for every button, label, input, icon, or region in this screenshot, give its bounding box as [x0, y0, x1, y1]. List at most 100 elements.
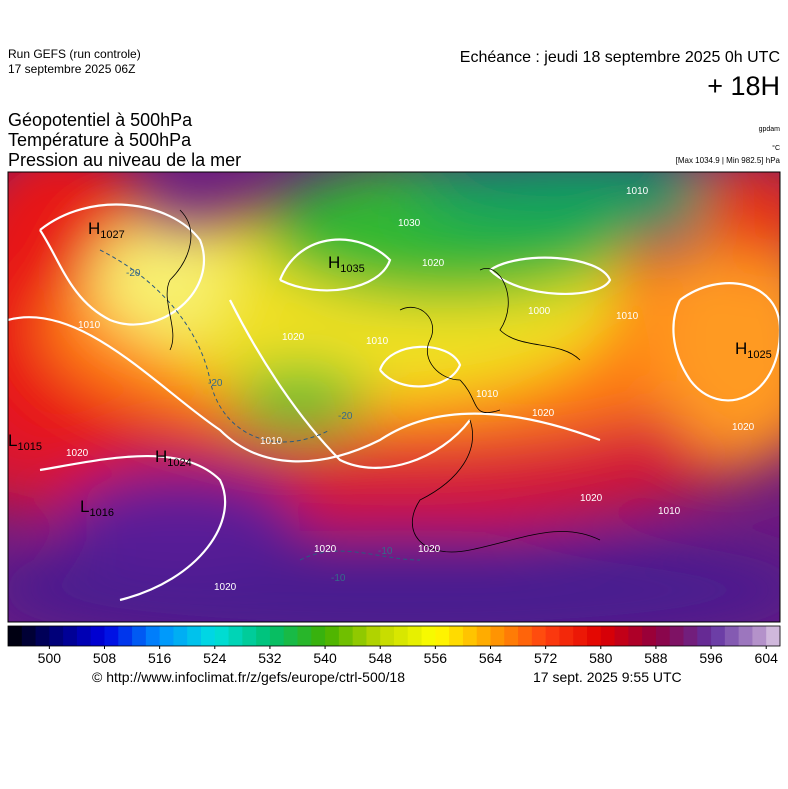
colorbar-swatch [476, 626, 491, 646]
colorbar-swatch [21, 626, 37, 646]
colorbar-tick-label: 596 [699, 650, 723, 666]
colorbar-swatch [724, 626, 740, 646]
colorbar-swatch [421, 626, 436, 646]
colorbar-swatch [490, 626, 505, 646]
colorbar-swatch [187, 626, 202, 646]
run-date: 17 septembre 2025 06Z [8, 62, 135, 76]
colorbar-tick-label: 564 [479, 650, 503, 666]
colorbar-swatch [242, 626, 257, 646]
colorbar-swatch [297, 626, 312, 646]
colorbar-tick-label: 604 [755, 650, 779, 666]
colorbar-swatch [201, 626, 216, 646]
map-field [8, 172, 780, 622]
colorbar-swatch [8, 626, 23, 646]
colorbar-swatch [49, 626, 64, 646]
colorbar-swatch [311, 626, 326, 646]
colorbar-swatch [283, 626, 298, 646]
colorbar-swatch [394, 626, 409, 646]
isobar-label: 1000 [528, 306, 551, 317]
isobar-label: 1030 [398, 218, 421, 229]
isobar-label: 1020 [66, 448, 89, 459]
colorbar-swatch [518, 626, 533, 646]
colorbar-swatch [545, 626, 560, 646]
colorbar-swatch [614, 626, 629, 646]
colorbar-swatch [173, 626, 188, 646]
colorbar-tick-label: 580 [589, 650, 613, 666]
temperature-labels: -20 -20 -20 -10 -10 [126, 268, 393, 584]
title-line: Géopotentiel à 500hPa [8, 110, 193, 130]
isobar-label: 1020 [732, 422, 755, 433]
colorbar-swatch [407, 626, 423, 646]
colorbar-swatch [655, 626, 671, 646]
pressure-centers: H1027 H1035 H1025 L1015 H1024 L1016 [8, 219, 772, 519]
isobar-label: 1010 [366, 336, 389, 347]
colorbar-swatch [90, 626, 105, 646]
colorbar-swatch [559, 626, 574, 646]
issued-time: 17 sept. 2025 9:55 UTC [533, 669, 682, 685]
colorbar-swatch [76, 626, 92, 646]
isobar-labels: 1010 1020 1020 1020 1020 1010 1020 1010 … [66, 186, 755, 593]
isobar-label: 1020 [282, 332, 305, 343]
isobar-label: 1010 [658, 506, 681, 517]
isobar-label: 1020 [422, 258, 445, 269]
colorbar-swatch [132, 626, 147, 646]
colorbar-swatch [338, 626, 354, 646]
colorbar-swatch [600, 626, 616, 646]
colorbar-tick-label: 588 [644, 650, 668, 666]
source-url: © http://www.infoclimat.fr/z/gefs/europe… [92, 669, 405, 685]
colorbar-swatch [683, 626, 698, 646]
temperature-label: -20 [126, 268, 141, 279]
colorbar-swatch [63, 626, 78, 646]
colorbar-swatch [214, 626, 230, 646]
colorbar-swatch [352, 626, 367, 646]
coastlines [166, 209, 601, 553]
temperature-label: -10 [331, 573, 346, 584]
title-line: Pression au niveau de la mer [8, 150, 241, 170]
colorbar-swatch [380, 626, 395, 646]
colorbar-swatch [738, 626, 753, 646]
isobar-label: 1020 [314, 544, 337, 555]
colorbar-swatch [228, 626, 243, 646]
isobar-label: 1010 [476, 389, 499, 400]
map-frame [7, 171, 781, 623]
isobar-label: 1020 [580, 493, 603, 504]
isobar-label: 1020 [214, 582, 237, 593]
isobar-label: 1020 [418, 544, 441, 555]
colorbar-swatch [531, 626, 547, 646]
colorbar-swatch [766, 626, 781, 646]
valid-time: Echéance : jeudi 18 septembre 2025 0h UT… [460, 49, 780, 66]
pressure-center: H1024 [155, 447, 192, 469]
temperature-label: -20 [338, 411, 353, 422]
colorbar-swatch [256, 626, 271, 646]
colorbar-swatch [628, 626, 643, 646]
pressure-center: H1027 [88, 219, 125, 241]
colorbar-tick-label: 508 [93, 650, 117, 666]
colorbar-swatch [573, 626, 588, 646]
colorbar-swatch [504, 626, 519, 646]
colorbar-tick-label: 548 [369, 650, 393, 666]
isobar-label: 1010 [260, 436, 283, 447]
lead-time: + 18H [707, 71, 780, 101]
temperature-label: -10 [378, 546, 393, 557]
colorbar-swatch [642, 626, 657, 646]
colorbar-tick-label: 516 [148, 650, 172, 666]
isotherms [99, 249, 421, 561]
colorbar-tick-label: 540 [313, 650, 337, 666]
colorbar-swatch [711, 626, 726, 646]
colorbar-swatch [752, 626, 767, 646]
colorbar-swatch [325, 626, 340, 646]
unit-label: gpdam [759, 126, 781, 133]
colorbar-swatch [269, 626, 285, 646]
colorbar-tick-label: 572 [534, 650, 558, 666]
isobars [8, 203, 780, 602]
isobar-label: 1020 [532, 408, 555, 419]
isobar-label: 1010 [616, 311, 639, 322]
colorbar-swatch [35, 626, 50, 646]
colorbar-frame [7, 625, 781, 647]
colorbar-tick-label: 500 [38, 650, 62, 666]
pressure-center: L1015 [8, 431, 42, 453]
colorbar-swatch [145, 626, 161, 646]
colorbar-swatch [104, 626, 119, 646]
